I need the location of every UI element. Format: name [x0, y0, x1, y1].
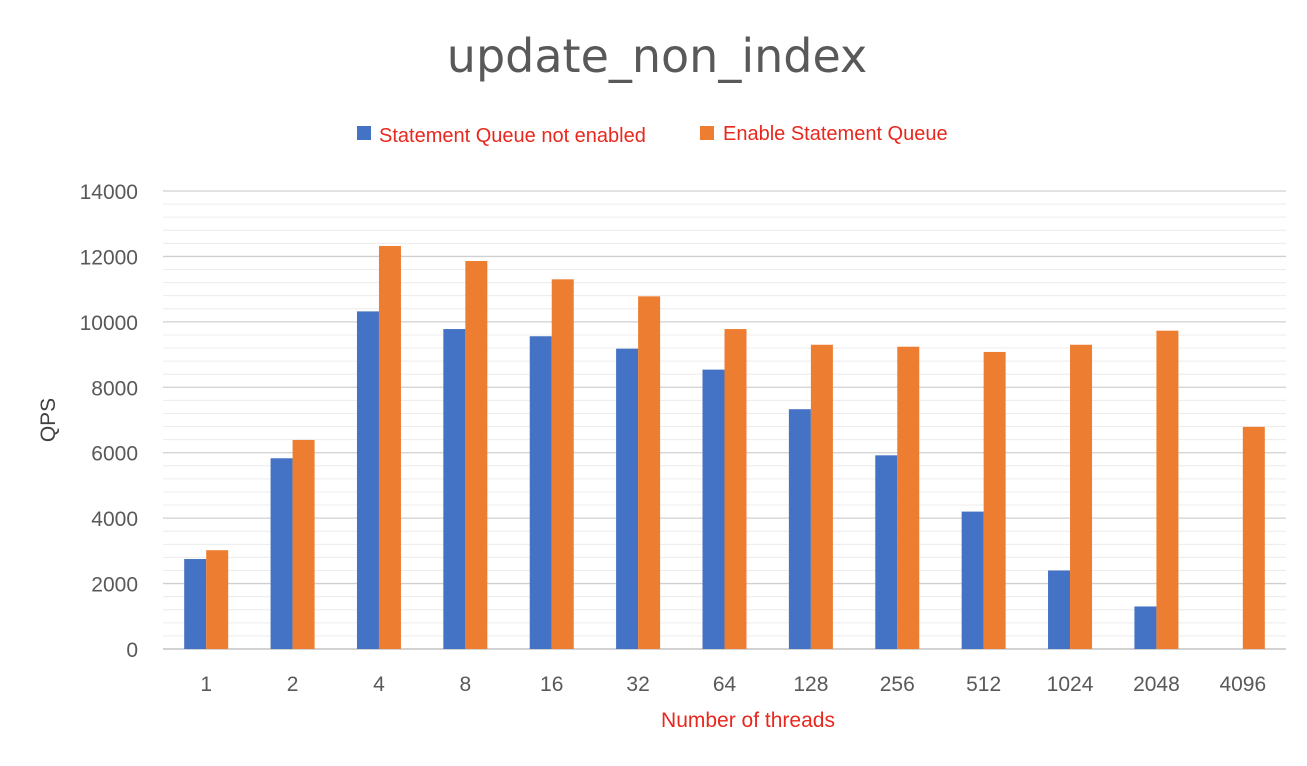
bar-enabled	[206, 550, 229, 649]
y-tick-label: 0	[126, 639, 138, 662]
bar-not-enabled	[961, 511, 984, 649]
bar-not-enabled	[616, 348, 639, 649]
x-tick-label: 4096	[1219, 673, 1266, 696]
y-tick-label: 8000	[91, 377, 138, 400]
x-tick-label: 64	[713, 673, 737, 696]
x-axis-ticks: 1 2 4 8 16 32 64 128 256 512 1024 2048 4096	[200, 673, 1266, 696]
bar-enabled	[897, 346, 920, 649]
x-tick-label: 256	[880, 673, 915, 696]
bar-not-enabled	[1134, 606, 1157, 649]
bar-not-enabled	[443, 329, 466, 649]
x-tick-label: 8	[460, 673, 472, 696]
legend-swatch-not-enabled	[357, 126, 371, 140]
bar-enabled	[292, 439, 315, 649]
legend-label-enabled: Enable Statement Queue	[723, 123, 948, 145]
bar-enabled	[724, 329, 747, 649]
x-tick-label: 2	[287, 673, 299, 696]
y-tick-label: 4000	[91, 508, 138, 531]
legend: Statement Queue not enabled Enable State…	[357, 123, 948, 147]
bar-not-enabled	[788, 409, 811, 649]
x-axis-label: Number of threads	[661, 709, 835, 732]
x-tick-label: 512	[966, 673, 1001, 696]
y-axis-label: QPS	[37, 398, 60, 442]
bar-not-enabled	[184, 559, 207, 649]
bar-enabled	[810, 344, 833, 649]
bar-enabled	[551, 279, 574, 649]
y-axis-ticks: 0 2000 4000 6000 8000 10000 12000 14000	[80, 181, 138, 662]
y-tick-label: 10000	[80, 312, 138, 335]
bar-enabled	[1156, 330, 1179, 649]
x-tick-label: 2048	[1133, 673, 1180, 696]
x-tick-label: 128	[793, 673, 828, 696]
legend-label-not-enabled: Statement Queue not enabled	[379, 125, 646, 147]
chart-title: update_non_index	[447, 29, 867, 83]
bar-not-enabled	[270, 458, 293, 649]
bar-enabled	[378, 245, 401, 649]
x-tick-label: 32	[626, 673, 649, 696]
legend-swatch-enabled	[700, 126, 714, 140]
bar-not-enabled	[702, 369, 725, 649]
x-tick-label: 16	[540, 673, 563, 696]
bar-enabled	[1070, 344, 1093, 649]
bar-not-enabled	[1048, 570, 1071, 649]
y-tick-label: 12000	[80, 246, 138, 269]
bar-not-enabled	[356, 311, 379, 649]
y-tick-label: 14000	[80, 181, 138, 204]
bar-enabled	[465, 261, 488, 649]
bar-not-enabled	[875, 455, 898, 649]
y-tick-label: 2000	[91, 574, 138, 597]
x-tick-label: 1	[200, 673, 212, 696]
bar-enabled	[1242, 426, 1265, 649]
bar-enabled	[983, 351, 1006, 649]
x-tick-label: 4	[373, 673, 385, 696]
bars	[184, 245, 1265, 649]
y-tick-label: 6000	[91, 443, 138, 466]
bar-enabled	[638, 296, 661, 649]
bar-not-enabled	[529, 336, 552, 649]
x-tick-label: 1024	[1047, 673, 1094, 696]
